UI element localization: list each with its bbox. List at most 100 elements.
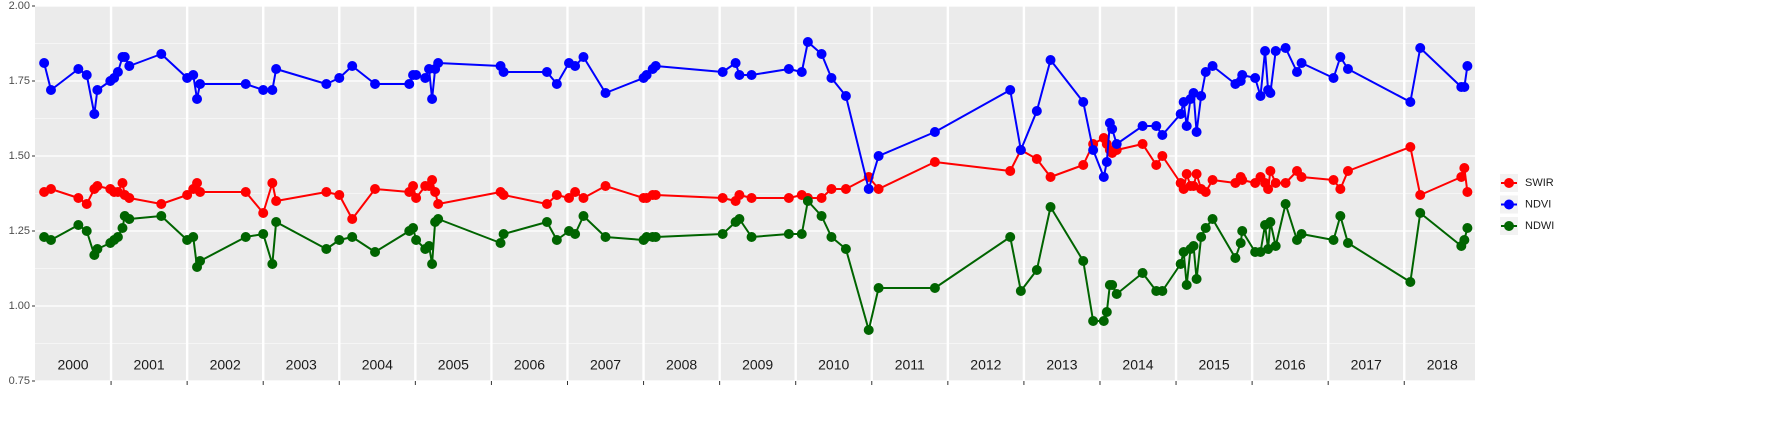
data-point [1157, 286, 1168, 296]
data-point [1191, 274, 1202, 284]
data-point [258, 208, 269, 218]
data-point [840, 184, 851, 194]
data-point [1196, 91, 1207, 101]
data-point [1191, 169, 1202, 179]
data-point [840, 91, 851, 101]
data-point [117, 178, 128, 188]
legend-label: SWIR [1525, 177, 1554, 189]
data-point [73, 193, 84, 203]
data-point [192, 94, 203, 104]
data-point [826, 184, 837, 194]
data-point [816, 193, 827, 203]
x-tick-label: 2012 [970, 357, 1001, 373]
data-point [1175, 259, 1186, 269]
data-point [578, 211, 589, 221]
data-point [816, 49, 827, 59]
data-point [1237, 226, 1248, 236]
data-point [1137, 139, 1148, 149]
data-point [1207, 61, 1218, 71]
data-point [1462, 187, 1473, 197]
data-point [873, 283, 884, 293]
data-point [424, 241, 435, 251]
data-point [39, 58, 50, 68]
data-point [321, 187, 332, 197]
data-point [498, 67, 509, 77]
data-point [1415, 43, 1426, 53]
data-point [1137, 268, 1148, 278]
data-point [1191, 127, 1202, 137]
data-point [929, 127, 940, 137]
data-point [1098, 316, 1109, 326]
data-point [347, 214, 358, 224]
data-point [1088, 145, 1099, 155]
data-point [240, 232, 251, 242]
data-point [124, 61, 135, 71]
data-point [1078, 160, 1089, 170]
data-point [73, 64, 84, 74]
data-point [1459, 163, 1470, 173]
x-tick-label: 2015 [1199, 357, 1230, 373]
data-point [1296, 172, 1307, 182]
data-point [1415, 190, 1426, 200]
data-point [1181, 121, 1192, 131]
data-point [929, 157, 940, 167]
data-point [495, 238, 506, 248]
x-tick-label: 2005 [438, 357, 469, 373]
data-point [182, 190, 193, 200]
data-point [873, 184, 884, 194]
data-point [240, 79, 251, 89]
data-point [411, 235, 422, 245]
data-point [370, 79, 381, 89]
data-point [433, 58, 444, 68]
data-point [408, 223, 419, 233]
data-point [1005, 232, 1016, 242]
data-point [1207, 175, 1218, 185]
data-point [370, 184, 381, 194]
data-point [1237, 70, 1248, 80]
data-point [271, 217, 282, 227]
data-point [1270, 178, 1281, 188]
data-point [1459, 82, 1470, 92]
data-point [746, 193, 757, 203]
data-point [188, 70, 199, 80]
data-point [347, 61, 358, 71]
data-point [1328, 175, 1339, 185]
data-point [347, 232, 358, 242]
data-point [427, 259, 438, 269]
data-point [1181, 280, 1192, 290]
data-point [551, 235, 562, 245]
data-point [119, 52, 130, 62]
data-point [433, 214, 444, 224]
data-point [1280, 178, 1291, 188]
data-point [498, 229, 509, 239]
data-point [1342, 238, 1353, 248]
x-tick-label: 2013 [1046, 357, 1077, 373]
data-point [816, 211, 827, 221]
data-point [641, 70, 652, 80]
data-point [408, 181, 419, 191]
data-point [1342, 64, 1353, 74]
data-point [1031, 106, 1042, 116]
data-point [1005, 85, 1016, 95]
data-point [124, 193, 135, 203]
data-point [734, 214, 745, 224]
data-point [370, 247, 381, 257]
data-point [1200, 67, 1211, 77]
data-point [427, 175, 438, 185]
data-point [1188, 88, 1199, 98]
data-point [112, 67, 123, 77]
data-point [730, 58, 741, 68]
x-tick-label: 2016 [1275, 357, 1306, 373]
data-point [1088, 316, 1099, 326]
data-point [1111, 289, 1122, 299]
data-point [1101, 307, 1112, 317]
data-point [541, 67, 552, 77]
y-tick-label: 1.25 [9, 225, 30, 237]
data-point [240, 187, 251, 197]
data-point [600, 181, 611, 191]
data-point [873, 151, 884, 161]
data-point [1456, 172, 1467, 182]
data-point [1196, 232, 1207, 242]
data-point [1415, 208, 1426, 218]
